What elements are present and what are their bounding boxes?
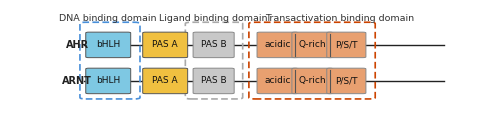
Text: P/S/T: P/S/T bbox=[335, 40, 357, 49]
Text: P/S/T: P/S/T bbox=[335, 76, 357, 85]
FancyBboxPatch shape bbox=[86, 68, 130, 94]
Text: Transactivation binding domain: Transactivation binding domain bbox=[265, 14, 414, 23]
Text: PAS B: PAS B bbox=[201, 40, 226, 49]
Text: DNA binding domain: DNA binding domain bbox=[60, 14, 157, 23]
Text: bHLH: bHLH bbox=[96, 76, 120, 85]
Text: Ligand binding domain: Ligand binding domain bbox=[160, 14, 268, 23]
Text: PAS B: PAS B bbox=[201, 76, 226, 85]
FancyBboxPatch shape bbox=[327, 68, 366, 94]
FancyBboxPatch shape bbox=[292, 32, 333, 58]
Text: Q-rich: Q-rich bbox=[298, 76, 326, 85]
Text: acidic: acidic bbox=[264, 40, 291, 49]
FancyBboxPatch shape bbox=[257, 68, 298, 94]
Text: bHLH: bHLH bbox=[96, 40, 120, 49]
Text: PAS A: PAS A bbox=[152, 76, 178, 85]
Text: acidic: acidic bbox=[264, 76, 291, 85]
FancyBboxPatch shape bbox=[142, 32, 188, 58]
FancyBboxPatch shape bbox=[86, 32, 130, 58]
FancyBboxPatch shape bbox=[257, 32, 298, 58]
FancyBboxPatch shape bbox=[142, 68, 188, 94]
FancyBboxPatch shape bbox=[327, 32, 366, 58]
Text: PAS A: PAS A bbox=[152, 40, 178, 49]
Text: Q-rich: Q-rich bbox=[298, 40, 326, 49]
FancyBboxPatch shape bbox=[292, 68, 333, 94]
Text: AHR: AHR bbox=[66, 40, 89, 50]
Text: ARNT: ARNT bbox=[62, 76, 92, 86]
FancyBboxPatch shape bbox=[193, 68, 234, 94]
FancyBboxPatch shape bbox=[193, 32, 234, 58]
